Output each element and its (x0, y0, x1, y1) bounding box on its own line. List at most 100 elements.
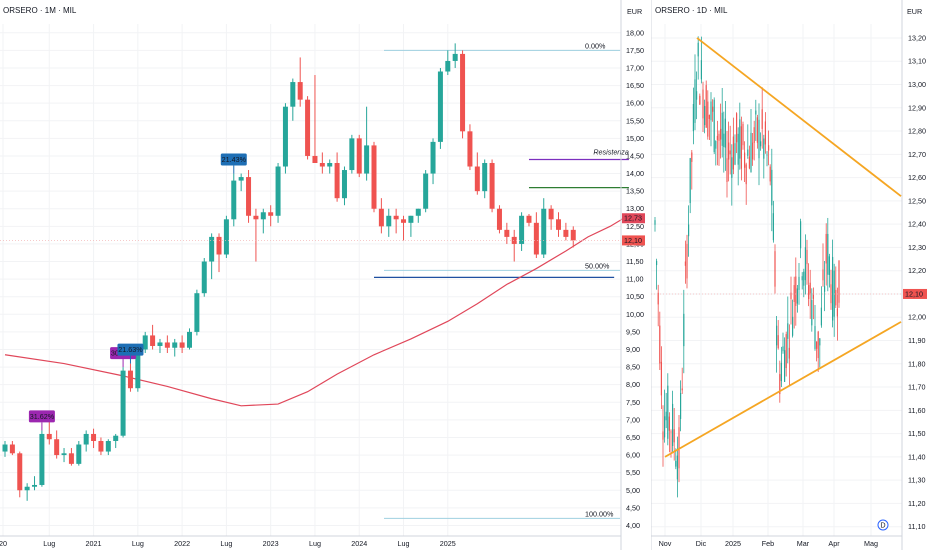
candle-body (755, 110, 757, 115)
ref-price-tag (622, 213, 645, 224)
candle-body (68, 453, 74, 464)
candle-body (489, 162, 495, 209)
candle-body (790, 292, 792, 299)
candle-body (662, 431, 664, 440)
x-tick-label: Nov (659, 539, 672, 548)
candle-body (467, 131, 473, 167)
candle-body (745, 164, 747, 185)
percent-badge-label: 21.63% (118, 345, 143, 354)
y-tick-label: 4,00 (626, 521, 640, 530)
candle-body (776, 325, 778, 346)
y-tick-label: 15,00 (626, 134, 644, 143)
y-tick-label: 14,00 (626, 169, 644, 178)
candle-body (825, 233, 827, 264)
candle-body (720, 128, 722, 140)
y-tick-label: 12,50 (908, 196, 926, 205)
candle-body (804, 247, 806, 281)
dividend-badge-label: D (880, 521, 885, 530)
candle-body (684, 261, 686, 266)
candle-body (678, 427, 680, 469)
candle-body (223, 219, 229, 255)
candle-body (216, 236, 222, 255)
candle-body (282, 106, 288, 167)
candle-body (827, 233, 829, 275)
candle-body (788, 347, 790, 359)
y-tick-label: 6,50 (626, 433, 640, 442)
candle-body (739, 119, 741, 159)
candle-body (784, 350, 786, 382)
x-tick-label: 2021 (86, 539, 102, 548)
candle-body (179, 342, 185, 348)
candle-body (496, 208, 502, 230)
candle-body (541, 208, 547, 255)
x-tick-label: 2025 (440, 539, 456, 548)
percent-badge (220, 153, 247, 166)
candle-body (238, 177, 244, 181)
candle-body (750, 132, 752, 172)
last-price-label: 12,10 (905, 289, 923, 298)
y-tick-label: 13,00 (626, 204, 644, 213)
candle-body (120, 370, 126, 436)
y-tick-label: 11,40 (908, 452, 925, 461)
candle-body (758, 119, 760, 159)
candle-body (654, 220, 656, 225)
x-tick-label: Lug (132, 539, 144, 548)
y-tick-label: 7,00 (626, 415, 640, 424)
last-price-label: 12,10 (624, 236, 642, 245)
candle-body (763, 138, 765, 159)
candle-body (415, 208, 421, 216)
x-tick-label: Mag (864, 539, 878, 548)
candle-body (54, 439, 60, 456)
y-tick-label: 13,20 (908, 33, 926, 42)
y-tick-label: 18,00 (626, 28, 644, 37)
candle-body (748, 156, 750, 169)
candle-body (718, 133, 720, 141)
candle-body (194, 293, 200, 332)
x-tick-label: Lug (43, 539, 55, 548)
candle-body (832, 256, 834, 321)
y-tick-label: 12,00 (908, 313, 926, 322)
candle-body (822, 269, 824, 281)
candle-body (729, 150, 731, 155)
candle-body (275, 166, 281, 216)
y-tick-label: 15,50 (626, 116, 644, 125)
candle-body (675, 460, 677, 467)
candle-body (680, 392, 682, 419)
candle-body (668, 416, 670, 431)
candle-body (312, 155, 318, 163)
candle-body (91, 433, 97, 441)
candle-body (700, 60, 702, 80)
currency-label: EUR (627, 7, 642, 16)
candle-body (734, 143, 736, 165)
candle-body (806, 249, 808, 265)
candle-body (98, 440, 104, 452)
candle-body (761, 109, 763, 129)
candle-body (715, 141, 717, 149)
y-tick-label: 17,50 (626, 46, 644, 55)
y-tick-label: 12,80 (908, 127, 926, 136)
candle-body (681, 388, 683, 391)
triangle-lower-trendline (664, 321, 902, 458)
candle-body (752, 142, 754, 160)
candle-body (812, 293, 814, 299)
candle-body (694, 79, 696, 123)
y-tick-label: 13,00 (908, 80, 926, 89)
dividend-badge[interactable] (877, 519, 889, 531)
candle-body (724, 118, 726, 148)
candle-body (423, 173, 429, 209)
daily-chart-panel[interactable]: ORSERO · 1D · MIL EUR 13,20 13,10 13,00 12,… (650, 0, 932, 550)
candle-body (393, 215, 399, 220)
y-tick-label: 11,80 (908, 359, 925, 368)
resistance-label: Resistenza (593, 147, 629, 156)
daily-chart[interactable]: ORSERO · 1D · MIL EUR 13,20 13,10 13,00 12,… (650, 0, 932, 550)
candle-body (688, 224, 690, 237)
candle-body (798, 276, 800, 290)
candle-body (713, 99, 715, 153)
candle-body (526, 215, 532, 223)
candle-body (209, 236, 215, 262)
candle-body (800, 221, 802, 249)
monthly-chart-panel[interactable]: ORSERO · 1M · MIL EUR 0.00% 50.00% 100.00%… (0, 0, 651, 550)
candle-body (814, 326, 816, 349)
monthly-chart[interactable]: ORSERO · 1M · MIL EUR 0.00% 50.00% 100.00%… (0, 0, 651, 550)
candle-body (511, 236, 517, 244)
